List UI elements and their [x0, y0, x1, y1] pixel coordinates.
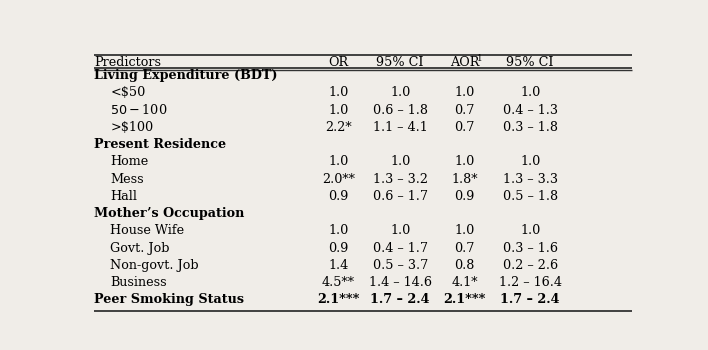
Text: Hall: Hall: [110, 190, 137, 203]
Text: 0.7: 0.7: [454, 104, 474, 117]
Text: 1.3 – 3.2: 1.3 – 3.2: [372, 173, 428, 186]
Text: OR: OR: [328, 56, 348, 69]
Text: 1.0: 1.0: [328, 224, 348, 237]
Text: 1.0: 1.0: [520, 86, 540, 99]
Text: 2.1***: 2.1***: [317, 293, 360, 306]
Text: Home: Home: [110, 155, 149, 168]
Text: House Wife: House Wife: [110, 224, 185, 237]
Text: Business: Business: [110, 276, 167, 289]
Text: 1.7 – 2.4: 1.7 – 2.4: [370, 293, 430, 306]
Text: 1.2 – 16.4: 1.2 – 16.4: [498, 276, 561, 289]
Text: 0.6 – 1.7: 0.6 – 1.7: [372, 190, 428, 203]
Text: 0.3 – 1.6: 0.3 – 1.6: [503, 241, 558, 255]
Text: 1: 1: [477, 55, 483, 63]
Text: Peer Smoking Status: Peer Smoking Status: [94, 293, 244, 306]
Text: 0.4 – 1.3: 0.4 – 1.3: [503, 104, 558, 117]
Text: 0.8: 0.8: [454, 259, 474, 272]
Text: AOR: AOR: [450, 56, 479, 69]
Text: Non-govt. Job: Non-govt. Job: [110, 259, 199, 272]
Text: 2.1***: 2.1***: [443, 293, 486, 306]
Text: 4.1*: 4.1*: [451, 276, 478, 289]
Text: Mess: Mess: [110, 173, 144, 186]
Text: Living Expenditure (BDT): Living Expenditure (BDT): [94, 69, 278, 82]
Text: 1.0: 1.0: [520, 224, 540, 237]
Text: Mother’s Occupation: Mother’s Occupation: [94, 207, 244, 220]
Text: 95% CI: 95% CI: [377, 56, 424, 69]
Text: 1.0: 1.0: [328, 86, 348, 99]
Text: 1.0: 1.0: [520, 155, 540, 168]
Text: 2.2*: 2.2*: [325, 121, 351, 134]
Text: 1.0: 1.0: [390, 224, 411, 237]
Text: 0.5 – 1.8: 0.5 – 1.8: [503, 190, 558, 203]
Text: 0.5 – 3.7: 0.5 – 3.7: [372, 259, 428, 272]
Text: 1.1 – 4.1: 1.1 – 4.1: [373, 121, 428, 134]
Text: 1.3 – 3.3: 1.3 – 3.3: [503, 173, 558, 186]
Text: 1.0: 1.0: [455, 86, 474, 99]
Text: 95% CI: 95% CI: [506, 56, 554, 69]
Text: 0.9: 0.9: [328, 241, 348, 255]
Text: 4.5**: 4.5**: [321, 276, 355, 289]
Text: 2.0**: 2.0**: [321, 173, 355, 186]
Text: 0.7: 0.7: [454, 121, 474, 134]
Text: 0.2 – 2.6: 0.2 – 2.6: [503, 259, 558, 272]
Text: Govt. Job: Govt. Job: [110, 241, 170, 255]
Text: 0.3 – 1.8: 0.3 – 1.8: [503, 121, 558, 134]
Text: 1.4: 1.4: [328, 259, 348, 272]
Text: 1.7 – 2.4: 1.7 – 2.4: [501, 293, 560, 306]
Text: 1.0: 1.0: [455, 155, 474, 168]
Text: 1.0: 1.0: [328, 155, 348, 168]
Text: 1.0: 1.0: [455, 224, 474, 237]
Text: 0.4 – 1.7: 0.4 – 1.7: [372, 241, 428, 255]
Text: 1.0: 1.0: [328, 104, 348, 117]
Text: 1.8*: 1.8*: [451, 173, 478, 186]
Text: <$50: <$50: [110, 86, 146, 99]
Text: 0.7: 0.7: [454, 241, 474, 255]
Text: 0.6 – 1.8: 0.6 – 1.8: [372, 104, 428, 117]
Text: Present Residence: Present Residence: [94, 138, 226, 151]
Text: 0.9: 0.9: [454, 190, 474, 203]
Text: $50 - $100: $50 - $100: [110, 103, 168, 117]
Text: 1.0: 1.0: [390, 155, 411, 168]
Text: 1.4 – 14.6: 1.4 – 14.6: [369, 276, 432, 289]
Text: 0.9: 0.9: [328, 190, 348, 203]
Text: >$100: >$100: [110, 121, 154, 134]
Text: Predictors: Predictors: [94, 56, 161, 69]
Text: 1.0: 1.0: [390, 86, 411, 99]
